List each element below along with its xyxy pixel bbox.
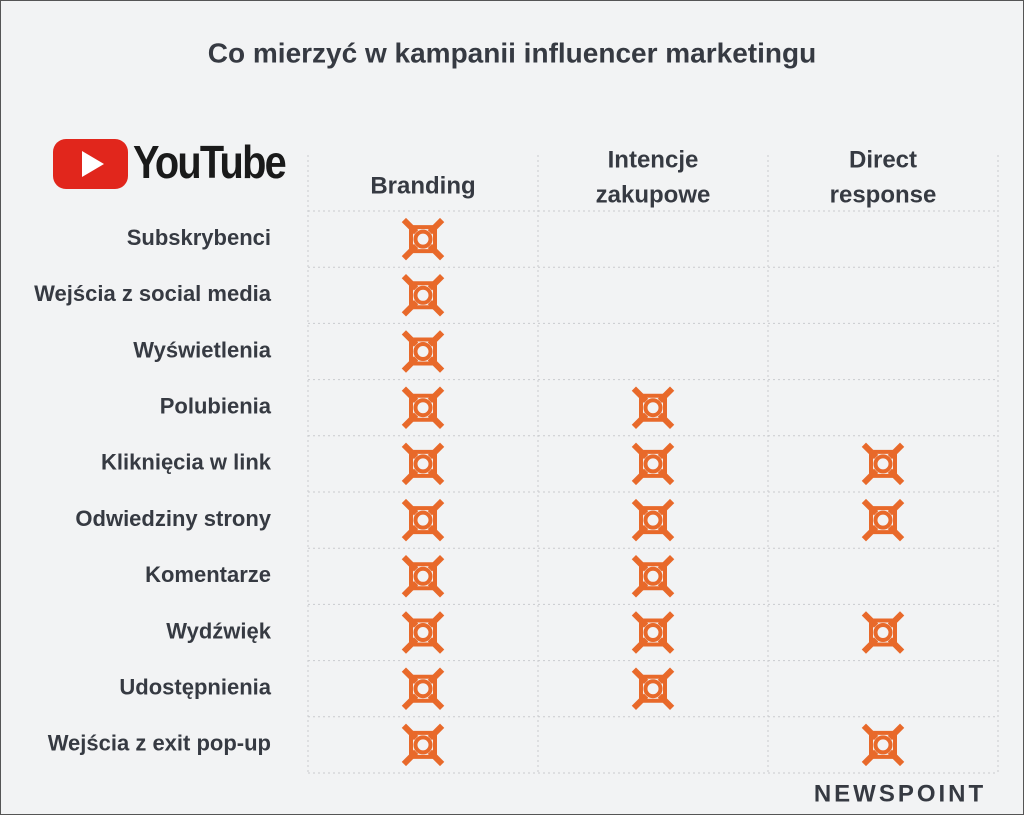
mark-ring xyxy=(643,454,663,474)
mark-ring xyxy=(873,510,893,530)
column-header: Intencje xyxy=(608,146,699,173)
check-mark xyxy=(401,217,445,261)
mark-frame xyxy=(409,449,437,478)
mark-frame xyxy=(409,337,437,366)
row-label: Udostępnienia xyxy=(119,675,271,700)
mark-frame xyxy=(639,393,667,422)
row-label: Wyświetlenia xyxy=(133,337,272,362)
check-mark xyxy=(401,555,445,598)
check-mark xyxy=(861,442,905,486)
column-header: Direct xyxy=(849,146,917,173)
mark-ring xyxy=(413,679,433,699)
mark-frame xyxy=(409,225,437,254)
footer-brand: NEWSPOINT xyxy=(814,780,986,807)
mark-frame xyxy=(409,562,437,591)
mark-frame xyxy=(869,449,897,478)
check-mark xyxy=(861,723,905,767)
row-label: Subskrybenci xyxy=(127,225,271,250)
check-mark xyxy=(401,723,445,767)
row-label: Kliknięcia w link xyxy=(101,450,272,475)
check-mark xyxy=(631,442,675,486)
mark-ring xyxy=(643,679,663,699)
mark-ring xyxy=(413,285,433,305)
mark-frame xyxy=(409,618,437,647)
column-header: zakupowe xyxy=(596,181,711,208)
logo-text: YouTube xyxy=(133,136,286,188)
youtube-logo: YouTube xyxy=(53,136,288,189)
title: Co mierzyć w kampanii influencer marketi… xyxy=(208,37,816,68)
row-label: Wydźwięk xyxy=(166,618,272,643)
mark-frame xyxy=(869,618,897,647)
check-mark xyxy=(401,442,445,486)
mark-ring xyxy=(643,623,663,642)
check-mark xyxy=(631,386,675,429)
mark-frame xyxy=(639,449,667,478)
mark-frame xyxy=(639,562,667,591)
mark-ring xyxy=(413,735,433,755)
row-label: Wejścia z exit pop-up xyxy=(48,731,271,756)
mark-ring xyxy=(413,342,433,361)
row-label: Odwiedziny strony xyxy=(75,506,271,531)
mark-ring xyxy=(873,735,893,755)
check-mark xyxy=(861,611,905,654)
mark-frame xyxy=(409,674,437,703)
mark-ring xyxy=(413,229,433,249)
row-label: Polubienia xyxy=(160,394,272,419)
check-mark xyxy=(401,498,445,542)
mark-ring xyxy=(413,566,433,586)
mark-ring xyxy=(873,623,893,642)
check-mark xyxy=(401,386,445,429)
check-mark xyxy=(631,498,675,542)
mark-ring xyxy=(643,510,663,530)
mark-ring xyxy=(413,398,433,418)
mark-frame xyxy=(869,506,897,535)
check-mark xyxy=(631,667,675,710)
mark-frame xyxy=(409,506,437,535)
mark-ring xyxy=(643,566,663,586)
logo-play xyxy=(82,151,104,177)
mark-ring xyxy=(643,398,663,418)
check-mark xyxy=(401,274,445,317)
mark-frame xyxy=(409,281,437,310)
mark-frame xyxy=(409,393,437,422)
check-mark xyxy=(631,611,675,654)
mark-ring xyxy=(873,454,893,474)
row-label: Komentarze xyxy=(145,562,271,587)
check-mark xyxy=(631,555,675,598)
mark-ring xyxy=(413,623,433,642)
check-mark xyxy=(401,667,445,710)
mark-ring xyxy=(413,454,433,474)
mark-ring xyxy=(413,510,433,530)
column-header: Branding xyxy=(370,172,475,199)
mark-frame xyxy=(639,506,667,535)
mark-frame xyxy=(639,618,667,647)
mark-frame xyxy=(409,730,437,759)
row-label: Wejścia z social media xyxy=(34,281,272,306)
check-mark xyxy=(861,498,905,542)
check-mark xyxy=(401,330,445,373)
column-header: response xyxy=(830,181,937,208)
check-mark xyxy=(401,611,445,654)
mark-frame xyxy=(869,730,897,759)
mark-frame xyxy=(639,674,667,703)
